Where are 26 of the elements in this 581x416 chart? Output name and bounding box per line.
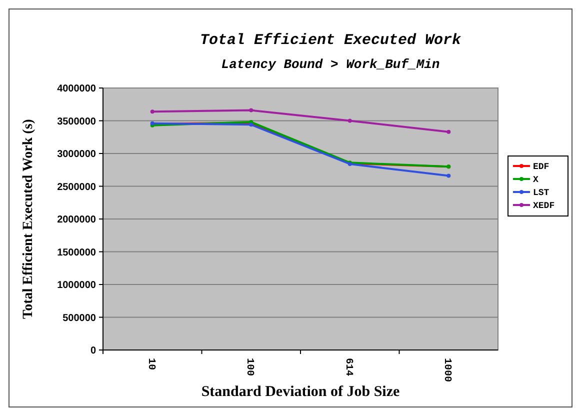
y-axis-title: Total Efficient Executed Work (s) bbox=[21, 118, 36, 319]
y-tick-label: 500000 bbox=[62, 312, 96, 324]
chart-title: Total Efficient Executed Work bbox=[200, 32, 462, 49]
x-tick-label: 100 bbox=[244, 358, 255, 376]
y-tick-label: 3000000 bbox=[57, 149, 96, 160]
x-axis-title: Standard Deviation of Job Size bbox=[201, 384, 400, 400]
point bbox=[150, 110, 154, 114]
point bbox=[446, 174, 451, 178]
legend-label: XEDF bbox=[533, 201, 555, 212]
point bbox=[446, 130, 451, 134]
x-tick-label: 1000 bbox=[441, 358, 452, 382]
x-tick-label: 10 bbox=[144, 358, 156, 370]
y-tick-label: 1500000 bbox=[57, 247, 96, 258]
point bbox=[348, 118, 352, 123]
point bbox=[249, 108, 254, 112]
y-tick-label: 2500000 bbox=[57, 182, 96, 193]
y-tick-label: 3500000 bbox=[57, 116, 96, 128]
y-tick-label: 4000000 bbox=[57, 84, 96, 94]
legend-label: X bbox=[533, 175, 539, 186]
legend-label: LST bbox=[533, 188, 550, 198]
y-tick-label: 2000000 bbox=[57, 214, 96, 226]
y-tick-label: 1000000 bbox=[57, 280, 96, 291]
y-tick-label: 0 bbox=[90, 346, 96, 356]
x-tick-label: 614 bbox=[342, 358, 354, 376]
chart-subtitle: Latency Bound > Work_Buf_Min bbox=[221, 57, 440, 72]
legend-label: EDF bbox=[533, 162, 550, 172]
